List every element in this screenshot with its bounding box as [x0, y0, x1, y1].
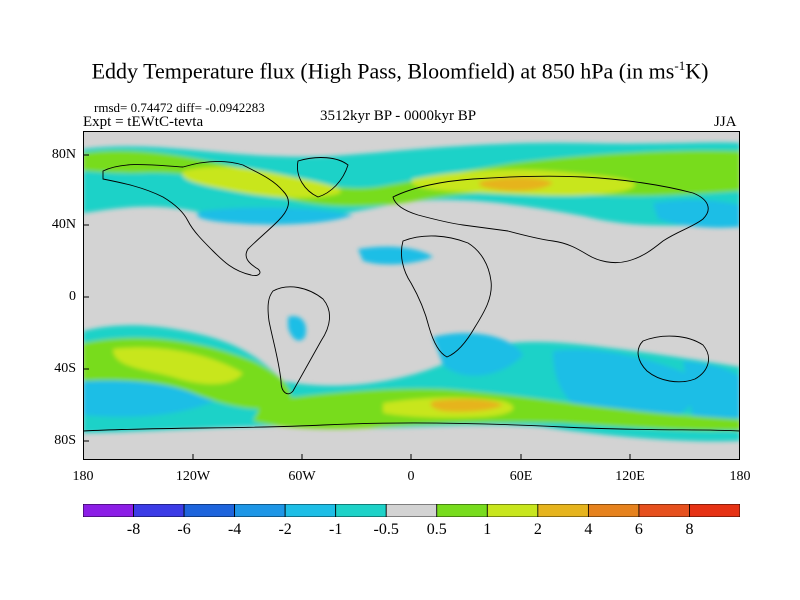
colorbar-swatch: [284, 504, 337, 517]
lat-label: 80S: [54, 433, 76, 448]
field-blue-south: [83, 333, 740, 433]
colorbar-label: -6: [177, 521, 191, 538]
field-yellow-north: [182, 166, 342, 198]
field-blue-north-mid: [197, 207, 353, 225]
colorbar: [83, 504, 740, 517]
colorbar-swatch: [335, 504, 387, 517]
coast-greenland: [297, 157, 349, 198]
field-blue-pacific: [653, 199, 740, 228]
lon-label: 180: [729, 469, 751, 484]
colorbar-swatch: [638, 504, 690, 517]
lat-label: 80N: [51, 147, 76, 162]
field-orange-south: [430, 398, 503, 412]
colorbar-label: 1: [483, 521, 492, 538]
flux-field: [83, 142, 740, 442]
coast-eurasia: [392, 175, 709, 264]
colorbar-label: 6: [634, 521, 643, 538]
colorbar-swatch: [133, 504, 185, 517]
colorbar-swatch: [83, 504, 134, 517]
colorbar-label: 8: [685, 521, 694, 538]
lon-label: 60W: [288, 469, 316, 484]
stats-line: rmsd= 0.74472 diff= -0.0942283: [94, 100, 265, 115]
coast-australia: [637, 335, 710, 383]
field-blue-mid-atl: [358, 246, 433, 265]
colorbar-label: -8: [126, 521, 141, 538]
lat-label: 40N: [51, 217, 76, 232]
season-label: JJA: [714, 114, 737, 130]
colorbar-swatch: [537, 504, 589, 517]
coast-africa: [400, 235, 492, 358]
coast-south-america: [267, 286, 330, 395]
lon-label: 120W: [175, 469, 211, 484]
coast-north-america: [102, 160, 289, 276]
lon-label: 180: [72, 469, 94, 484]
colorbar-label: -0.5: [373, 521, 399, 538]
lon-label: 60E: [509, 469, 533, 484]
period-label: 3512kyr BP - 0000kyr BP: [320, 108, 477, 124]
field-green-south: [83, 337, 740, 431]
colorbar-swatch: [183, 504, 236, 517]
colorbar-label: -1: [329, 521, 343, 538]
lat-label: 40S: [54, 361, 76, 376]
colorbar-label: 4: [584, 521, 593, 538]
colorbar-swatch: [689, 504, 740, 517]
map-panel: [83, 131, 740, 460]
chart-title: Eddy Temperature flux (High Pass, Bloomf…: [91, 58, 709, 84]
coastlines: [83, 157, 740, 432]
lon-label: 120E: [615, 469, 645, 484]
colorbar-label: 0.5: [426, 521, 447, 538]
field-blue-andes: [288, 316, 307, 341]
field-orange-eurasia: [478, 177, 553, 191]
colorbar-label: -2: [278, 521, 292, 538]
colorbar-swatch: [436, 504, 488, 517]
map-ticks: [83, 154, 631, 460]
lat-label: 0: [69, 289, 76, 304]
colorbar-label: 2: [533, 521, 542, 538]
coast-antarctica: [83, 422, 740, 432]
colorbar-label: -4: [227, 521, 242, 538]
colorbar-swatch: [234, 504, 286, 517]
colorbar-swatch: [385, 504, 438, 517]
experiment-label: Expt = tEWtC-tevta: [83, 114, 204, 130]
field-yellow-south: [113, 347, 514, 418]
colorbar-swatch: [587, 504, 640, 517]
colorbar-swatch: [486, 504, 539, 517]
lon-label: 0: [407, 469, 415, 484]
